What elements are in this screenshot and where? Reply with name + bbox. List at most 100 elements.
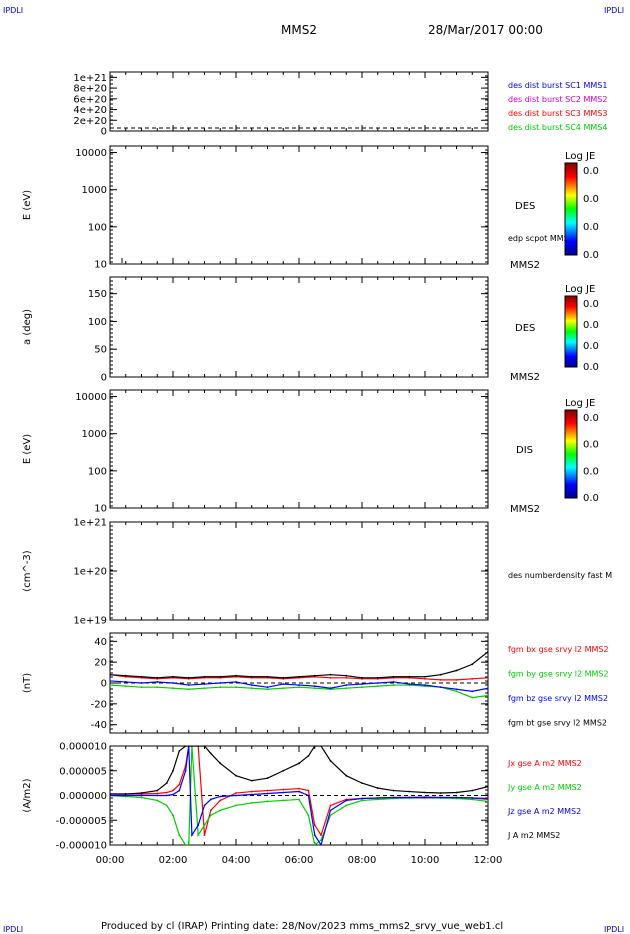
y-tick-label: 100 — [88, 466, 107, 477]
data-point — [172, 793, 174, 796]
data-point — [455, 688, 458, 691]
y-tick-label: 10 — [94, 504, 107, 515]
panel-frame — [109, 71, 489, 132]
data-point — [471, 663, 474, 666]
data-point — [471, 789, 474, 792]
data-point — [266, 800, 269, 803]
data-point — [140, 796, 143, 799]
legend-entry: fgm bz gse srvy l2 MMS2 — [508, 694, 608, 703]
data-point — [282, 683, 285, 685]
data-point — [345, 774, 348, 777]
colorbar-tick-label: 0.0 — [583, 466, 599, 477]
data-point — [307, 794, 310, 797]
data-point — [266, 675, 269, 678]
panels: 1e+218e+206e+204e+202e+20010000100010010… — [22, 71, 612, 852]
data-point — [172, 789, 174, 792]
y-axis-label: E (eV) — [22, 434, 33, 464]
data-point — [320, 844, 322, 845]
spacecraft-label: MMS2 — [510, 504, 540, 515]
data-point — [209, 809, 212, 812]
y-axis-label: a (deg) — [22, 309, 33, 345]
data-point — [266, 688, 269, 691]
data-point — [184, 746, 187, 747]
data-point — [345, 804, 348, 807]
y-tick-label: 1000 — [82, 429, 107, 440]
data-point — [219, 682, 222, 684]
y-tick-label: 0 — [101, 127, 107, 138]
data-point — [439, 792, 442, 794]
data-point — [172, 814, 174, 817]
y-tick-label: 8e+20 — [73, 84, 107, 95]
legend-entry: Jx gse A m2 MMS2 — [507, 759, 582, 768]
colorbar-tick-label: 0.0 — [583, 341, 599, 352]
y-tick-label: 0.000000 — [59, 791, 107, 802]
data-point — [471, 797, 474, 799]
data-point — [282, 769, 285, 772]
colorbar-tick-label: 0.0 — [583, 299, 599, 310]
y-tick-label: 150 — [88, 289, 107, 300]
instrument-label: DES — [515, 323, 535, 334]
data-point — [307, 814, 310, 817]
panel-frame — [109, 276, 489, 378]
data-point — [313, 824, 316, 827]
data-point — [298, 675, 300, 678]
data-point — [455, 669, 458, 672]
data-point — [165, 804, 168, 807]
data-point — [197, 834, 200, 836]
data-point — [219, 809, 222, 812]
data-point — [392, 796, 395, 799]
colorbar-title: Log JE — [565, 151, 595, 162]
time-tick-label: 10:00 — [411, 855, 440, 866]
data-point — [110, 673, 111, 676]
legend-entry: des numberdensity fast M — [508, 571, 612, 580]
instrument-label: DIS — [516, 445, 533, 456]
data-point — [361, 683, 363, 685]
y-tick-label: -0.000005 — [56, 816, 107, 827]
data-point — [439, 796, 442, 799]
data-point — [250, 779, 253, 782]
data-point — [140, 682, 143, 684]
data-point — [471, 690, 474, 693]
time-tick-label: 00:00 — [96, 855, 125, 866]
data-point — [298, 686, 300, 689]
y-axis-label: (A/m2) — [22, 778, 33, 812]
data-point — [392, 789, 395, 792]
y-tick-label: 100 — [88, 222, 107, 233]
data-point — [329, 759, 332, 762]
data-point — [392, 684, 395, 686]
data-point — [197, 824, 200, 827]
data-point — [298, 762, 300, 765]
data-point — [424, 675, 426, 678]
data-point — [439, 686, 442, 689]
data-point — [408, 790, 411, 793]
data-point — [439, 678, 442, 681]
colorbar-tick-label: 0.0 — [583, 194, 599, 205]
y-tick-label: -20 — [91, 699, 107, 710]
data-point — [424, 677, 426, 680]
data-point — [124, 793, 127, 795]
data-point — [250, 675, 253, 678]
data-point — [455, 690, 458, 693]
data-point — [307, 755, 310, 757]
footer-text: Produced by cl (IRAP) Printing date: 28/… — [101, 921, 503, 932]
colorbar-tick-label: 0.0 — [583, 320, 599, 331]
data-point — [124, 674, 127, 677]
data-point — [392, 681, 395, 683]
data-point — [298, 798, 300, 801]
data-point — [124, 794, 127, 797]
corner-label-top-left: IPDLI — [3, 6, 23, 15]
y-tick-label: 0.000010 — [59, 742, 107, 753]
data-point — [408, 683, 411, 685]
data-point — [235, 674, 237, 677]
y-axis-label: (cm^-3) — [22, 550, 33, 591]
data-point — [172, 675, 174, 678]
y-tick-label: 2e+20 — [73, 116, 107, 127]
series-line — [110, 746, 488, 837]
overlay-label: edp scpot MMS2 — [508, 234, 574, 243]
data-point — [140, 792, 143, 794]
data-point — [439, 673, 442, 676]
data-point — [266, 686, 269, 689]
data-point — [313, 687, 316, 690]
data-point — [187, 684, 190, 686]
corner-label-top-right: IPDLI — [604, 6, 624, 15]
